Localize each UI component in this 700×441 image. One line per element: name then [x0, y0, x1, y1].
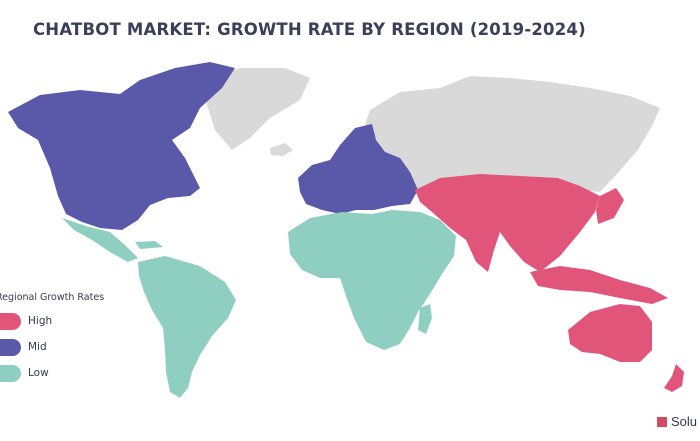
region-asia-pacific [415, 174, 600, 272]
region-iceland [270, 143, 293, 156]
region-new-zealand [664, 364, 684, 392]
region-north-america [8, 62, 235, 230]
region-japan [596, 188, 624, 224]
legend-swatch-mid [0, 339, 21, 356]
region-central-america [62, 218, 138, 262]
logo-icon [657, 417, 667, 427]
legend-title: Regional Growth Rates [0, 292, 105, 303]
brand-logo: Solu [657, 414, 697, 429]
region-australia [568, 304, 652, 362]
region-caribbean [135, 241, 163, 249]
legend-item-mid: Mid [0, 339, 104, 365]
legend-label-high: High [28, 315, 53, 327]
region-southeast-asia-islands [530, 266, 668, 304]
legend-item-high: High [0, 313, 104, 339]
legend-label-mid: Mid [28, 341, 47, 353]
region-south-america [138, 256, 236, 398]
legend-swatch-low [0, 365, 21, 382]
map-title: CHATBOT MARKET: GROWTH RATE BY REGION (2… [33, 20, 586, 39]
logo-text: Solu [671, 414, 698, 429]
region-madagascar [418, 304, 432, 334]
region-europe [298, 124, 418, 214]
legend-item-low: Low [0, 365, 104, 391]
region-russia-asia [360, 76, 660, 196]
legend-swatch-high [0, 313, 21, 330]
region-africa-middle-east [288, 210, 456, 350]
legend-label-low: Low [28, 367, 49, 379]
legend: Regional Growth Rates High Mid Low [0, 292, 104, 391]
region-greenland [205, 68, 310, 150]
